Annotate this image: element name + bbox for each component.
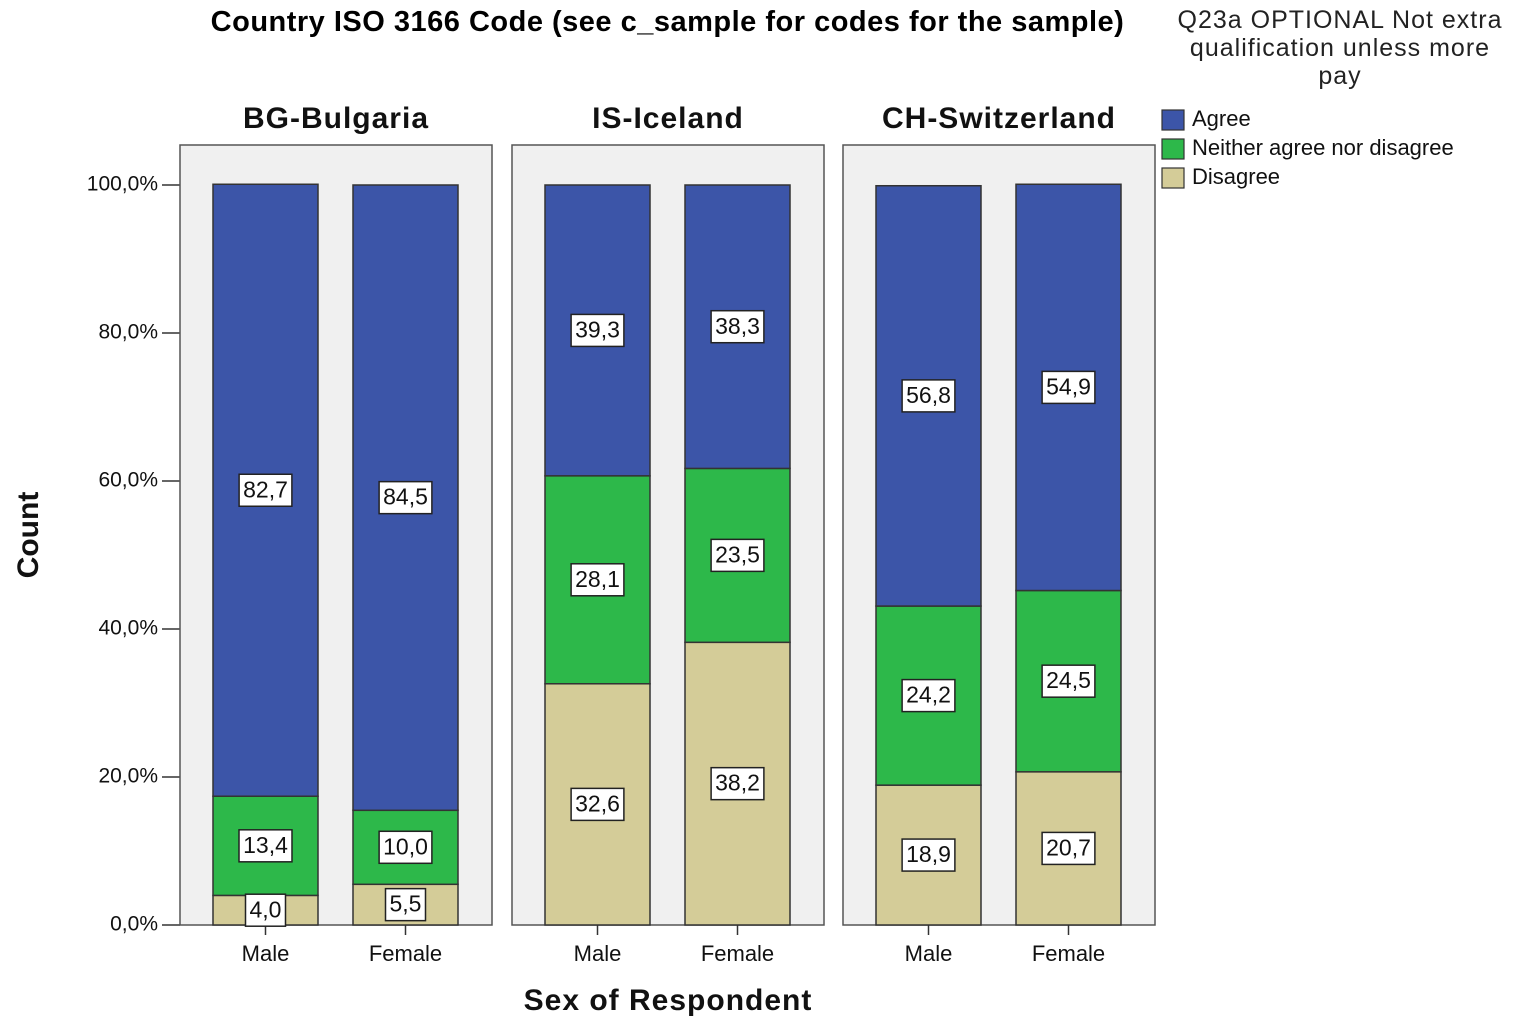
x-tick-label: Male	[905, 941, 953, 966]
value-label-box	[570, 313, 625, 348]
legend-label: Agree	[1192, 106, 1251, 131]
value-label: 18,9	[906, 841, 951, 867]
value-label: 82,7	[243, 476, 288, 502]
y-tick-label: 20,0%	[98, 765, 158, 788]
value-label-box	[244, 893, 287, 927]
value-label: 24,2	[906, 682, 951, 708]
value-label-box	[570, 563, 625, 597]
y-tick-label: 100,0%	[87, 173, 158, 196]
value-label: 84,5	[383, 484, 428, 510]
x-axis-label: Sex of Respondent	[524, 984, 813, 1017]
value-label: 38,2	[715, 770, 760, 796]
y-axis-label: Count	[12, 492, 45, 579]
value-label-box	[378, 480, 433, 515]
value-label: 4,0	[250, 896, 282, 922]
panel-title: IS-Iceland	[592, 102, 744, 135]
panel-title: CH-Switzerland	[882, 102, 1116, 135]
y-tick-label: 40,0%	[98, 617, 158, 640]
value-label-box	[710, 538, 765, 573]
value-label: 23,5	[715, 541, 760, 567]
y-tick-label: 0,0%	[110, 913, 158, 936]
value-label: 10,0	[383, 833, 428, 859]
x-tick-label: Female	[369, 941, 442, 966]
legend-swatch	[1161, 138, 1185, 160]
value-label-box	[901, 678, 956, 713]
value-label: 38,3	[715, 313, 760, 339]
x-tick-label: Male	[242, 941, 290, 966]
value-label: 13,4	[243, 832, 288, 858]
y-tick-label: 60,0%	[98, 469, 158, 492]
x-tick-label: Male	[574, 941, 622, 966]
value-label-box	[901, 379, 956, 413]
legend-label: Disagree	[1192, 164, 1280, 189]
value-label: 20,7	[1046, 834, 1091, 860]
legend-label: Neither agree nor disagree	[1192, 135, 1454, 160]
value-label: 39,3	[575, 316, 620, 342]
panel-title: BG-Bulgaria	[243, 102, 429, 135]
value-label-box	[570, 787, 625, 822]
legend-swatch	[1161, 167, 1185, 189]
value-label: 56,8	[906, 382, 951, 408]
value-label-box	[1041, 370, 1096, 405]
value-label-box	[384, 887, 427, 922]
value-label-box	[710, 309, 765, 344]
value-label-box	[238, 829, 293, 863]
value-label-box	[710, 766, 765, 801]
value-label: 28,1	[575, 566, 620, 592]
value-label-box	[1041, 664, 1096, 698]
legend-title: Q23a OPTIONAL Not extra qualification un…	[1177, 6, 1503, 90]
x-tick-label: Female	[701, 941, 774, 966]
value-label: 54,9	[1046, 373, 1091, 399]
x-tick-label: Female	[1032, 941, 1105, 966]
legend-swatch	[1161, 109, 1185, 131]
value-label-box	[1041, 831, 1096, 866]
value-label: 24,5	[1046, 667, 1091, 693]
y-tick-label: 80,0%	[98, 321, 158, 344]
value-label-box	[901, 838, 956, 872]
value-label: 5,5	[390, 891, 422, 917]
chart-title: Country ISO 3166 Code (see c_sample for …	[210, 6, 1125, 38]
value-label-box	[378, 830, 433, 865]
value-label-box	[238, 473, 293, 507]
value-label: 32,6	[575, 790, 620, 816]
